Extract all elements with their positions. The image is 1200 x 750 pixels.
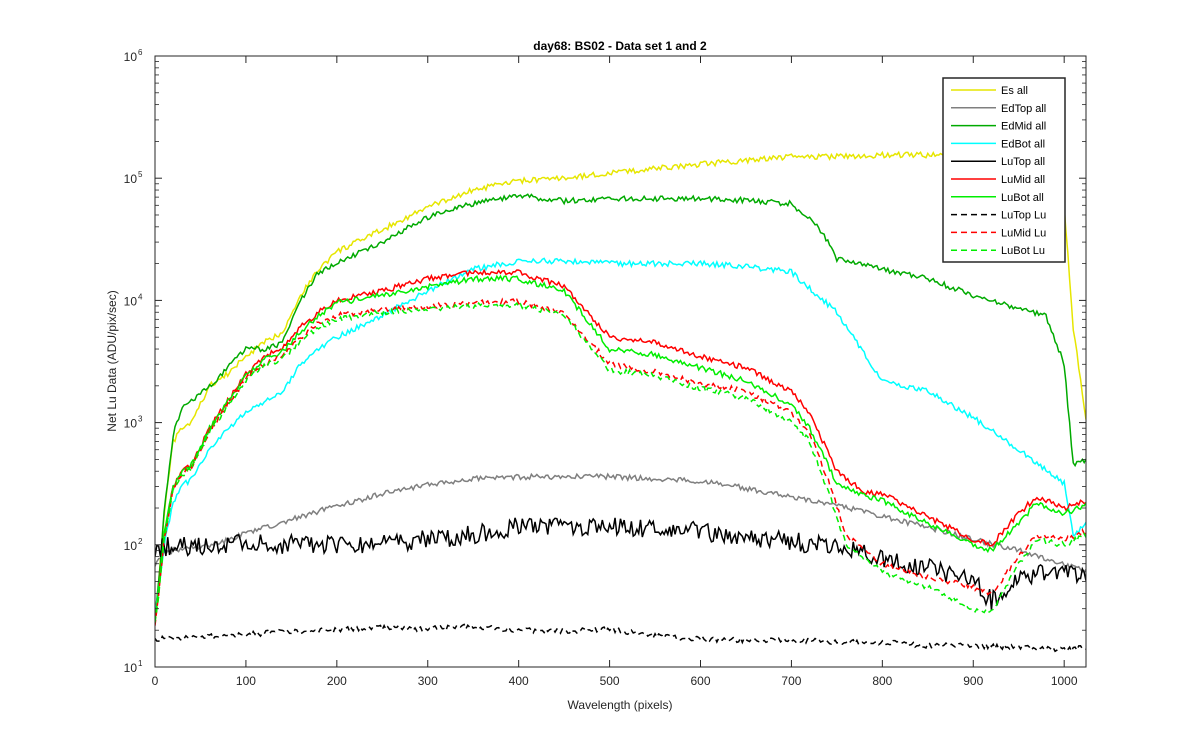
x-axis-label: Wavelength (pixels) [568, 698, 673, 712]
series-lutop-all-line [155, 517, 1086, 610]
y-tick-label: 10 [124, 539, 138, 553]
x-tick-label: 900 [963, 674, 983, 688]
chart-title: day68: BS02 - Data set 1 and 2 [533, 39, 707, 53]
series-edbot-all-line [155, 257, 1086, 618]
y-tick-exponent: 4 [138, 292, 143, 301]
series-edmid-all-line [155, 193, 1086, 619]
x-axis: 0 100 200 300 400 500 600 700 800 900 1000 [152, 56, 1078, 688]
y-axis-label: Net Lu Data (ADU/pix/sec) [105, 290, 119, 431]
y-tick-exponent: 3 [138, 415, 143, 424]
legend: Es all EdTop all EdMid all EdBot all LuTop a… [942, 77, 1066, 263]
x-tick-label: 0 [152, 674, 159, 688]
y-tick-exponent: 5 [138, 170, 143, 179]
legend-entry-label: EdBot all [1001, 138, 1045, 150]
series-lumid-lu-line [155, 297, 1086, 626]
series-lubot-lu-line [155, 301, 1086, 623]
plot-area [155, 56, 1086, 667]
x-tick-label: 400 [509, 674, 529, 688]
x-tick-label: 800 [872, 674, 892, 688]
y-tick-exponent: 2 [138, 537, 143, 546]
x-tick-label: 600 [690, 674, 710, 688]
x-tick-label: 200 [327, 674, 347, 688]
legend-box [942, 77, 1066, 263]
y-tick-exponent: 1 [138, 659, 143, 668]
legend-entry-label: LuBot Lu [1001, 245, 1045, 257]
x-tick-label: 500 [600, 674, 620, 688]
x-tick-label: 700 [781, 674, 801, 688]
series-lubot-all-line [155, 274, 1086, 619]
series-lutop-lu-line [155, 623, 1086, 653]
legend-entry-label: EdMid all [1001, 121, 1046, 133]
axes-box [154, 55, 1087, 668]
legend-entry-label: LuBot all [1001, 192, 1044, 204]
legend-entry-label: LuMid Lu [1001, 227, 1046, 239]
y-tick-label: 10 [124, 294, 138, 308]
series-layer [155, 150, 1086, 653]
y-tick-exponent: 6 [138, 48, 143, 57]
x-tick-label: 1000 [1051, 674, 1078, 688]
y-tick-label: 10 [124, 172, 138, 186]
legend-entry-label: Es all [1001, 85, 1028, 97]
y-tick-label: 10 [124, 417, 138, 431]
x-tick-label: 100 [236, 674, 256, 688]
y-tick-label: 10 [124, 661, 138, 675]
legend-entry-label: LuTop all [1001, 156, 1045, 168]
legend-entry-label: EdTop all [1001, 103, 1046, 115]
y-tick-label: 10 [124, 50, 138, 64]
series-es-all-line [155, 150, 1086, 621]
x-tick-label: 300 [418, 674, 438, 688]
legend-entry-label: LuMid all [1001, 174, 1045, 186]
series-lumid-all-line [155, 268, 1086, 622]
legend-entry-label: LuTop Lu [1001, 210, 1046, 222]
